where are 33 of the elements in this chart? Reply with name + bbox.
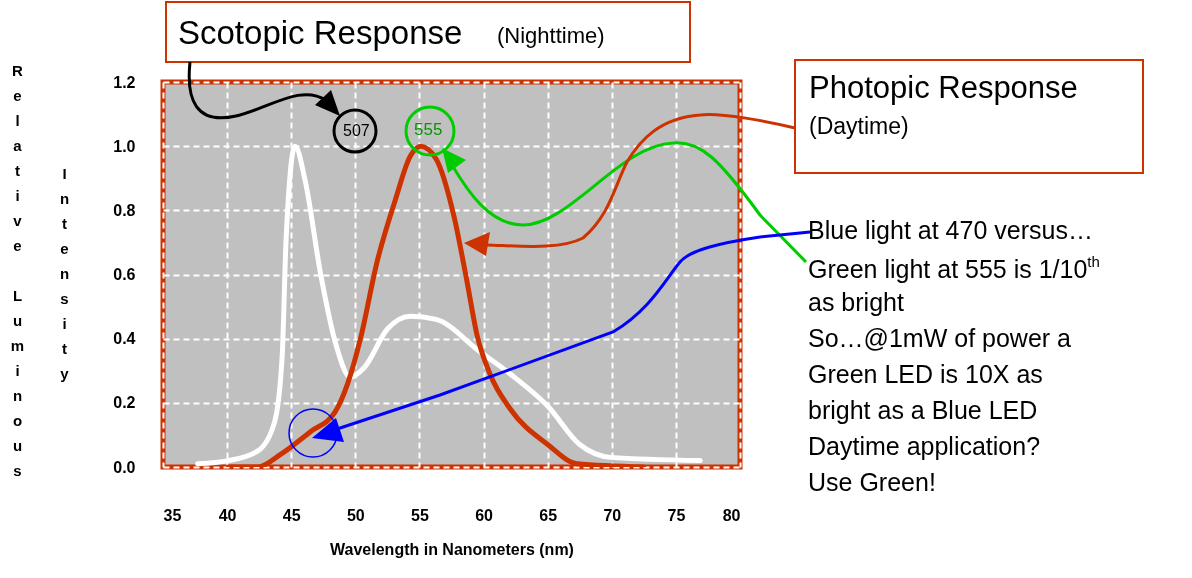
annotation: 507 <box>343 122 370 139</box>
y-tick-label: 0.8 <box>112 201 136 219</box>
text: bright as a Blue LED <box>808 396 1038 424</box>
text: Green LED is 10X as <box>808 360 1043 388</box>
text: Blue light at 470 versus… <box>808 216 1093 244</box>
x-tick-label: 55 <box>410 506 429 523</box>
text: as bright <box>808 288 904 316</box>
x-tick-label: 80 <box>722 506 741 523</box>
text: Scotopic Response <box>178 14 463 51</box>
text: So…@1mW of power a <box>808 324 1071 352</box>
text: (Nighttime) <box>497 23 605 48</box>
text: (Daytime) <box>809 113 909 139</box>
x-axis-title: Wavelength in Nanometers (nm) <box>329 540 574 557</box>
y-tick-label: 0.2 <box>112 393 136 411</box>
x-tick-label: 70 <box>602 506 621 523</box>
text: Photopic Response <box>809 70 1078 105</box>
text: Use Green! <box>808 468 936 496</box>
x-tick-label: 75 <box>666 506 685 523</box>
annotation: 555 <box>414 120 443 139</box>
y-tick-label: 1.0 <box>112 137 136 155</box>
x-tick-label: 50 <box>346 506 365 523</box>
y-tick-label: 1.2 <box>112 73 136 90</box>
y-tick-label: 0.6 <box>112 265 136 283</box>
x-tick-label: 35 <box>163 506 181 523</box>
x-tick-label: 65 <box>538 506 557 523</box>
x-tick-label: 45 <box>282 506 301 523</box>
text: Green light at 555 is 1/10$^{th}$ <box>808 253 1100 283</box>
y-tick-label: 0.0 <box>112 458 136 475</box>
x-tick-label: 60 <box>474 506 493 523</box>
text: Relative Luminous Intensity <box>9 62 73 487</box>
y-tick-label: 0.4 <box>112 329 136 347</box>
text: Daytime application? <box>808 432 1041 460</box>
x-tick-label: 40 <box>218 506 237 523</box>
